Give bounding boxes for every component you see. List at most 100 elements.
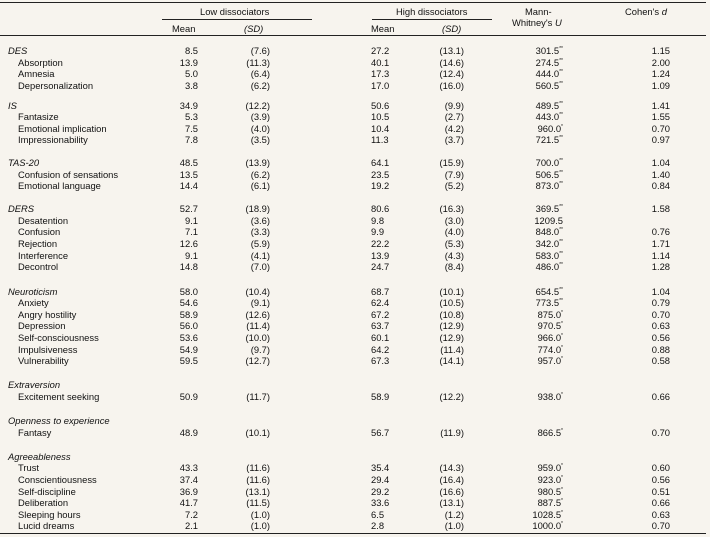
- mann-whitney-u-cell: 957.0*: [513, 355, 563, 367]
- high-mean-cell-text: 24.7: [371, 261, 390, 272]
- low-sd-cell: (6.4): [230, 68, 270, 80]
- high-mean-cell: 67.2: [371, 309, 411, 321]
- low-mean-cell: 48.9: [158, 427, 198, 439]
- mann-whitney-u-cell: 443.0**: [513, 111, 563, 123]
- low-mean-cell: 41.7: [158, 497, 198, 509]
- table-row: Interference 9.1 (4.1) 13.9 (4.3) 583.0** 1.14: [0, 250, 706, 262]
- table-row: Depersonalization 3.8 (6.2) 17.0 (16.0) 560.5…: [0, 80, 706, 92]
- row-label-text: Depersonalization: [18, 80, 94, 91]
- low-mean-cell: 8.5: [158, 45, 198, 57]
- high-sd-cell: (16.4): [424, 474, 465, 486]
- cohens-d-cell: 0.70: [640, 309, 670, 321]
- header-low-dissociators: Low dissociators: [200, 6, 270, 17]
- row-label-text: Agreeableness: [8, 451, 71, 462]
- row-label: Emotional language: [18, 180, 101, 192]
- significance-marker: *: [561, 333, 563, 339]
- low-mean-cell: 54.9: [158, 344, 198, 356]
- low-sd-cell: (5.9): [230, 238, 270, 250]
- high-sd-cell: (16.6): [424, 486, 465, 498]
- mann-whitney-u-cell: 875.0*: [513, 309, 563, 321]
- high-mean-cell: 22.2: [371, 238, 411, 250]
- low-sd-cell-text: (10.4): [245, 286, 271, 297]
- high-mean-cell: 29.4: [371, 474, 411, 486]
- high-mean-cell-text: 67.2: [371, 309, 390, 320]
- high-sd-cell-text: (16.0): [439, 80, 465, 91]
- low-mean-cell-text: 13.5: [179, 169, 198, 180]
- high-sd-cell: (15.9): [424, 157, 465, 169]
- row-label: Depression: [18, 320, 65, 332]
- table-row: Trust 43.3 (11.6) 35.4 (14.3) 959.0* 0.60: [0, 462, 706, 474]
- header-high-sd: (SD): [442, 23, 462, 34]
- mann-whitney-u-cell: 342.0**: [513, 238, 563, 250]
- low-sd-cell: (3.9): [230, 111, 270, 123]
- low-mean-cell-text: 48.9: [179, 427, 198, 438]
- header-mann-whitney-line2: Whitney's U: [512, 17, 562, 28]
- high-sd-cell-text: (1.0): [444, 520, 464, 531]
- low-mean-cell-text: 7.2: [184, 509, 198, 520]
- significance-marker: **: [559, 298, 563, 304]
- high-sd-cell: (14.1): [424, 355, 465, 367]
- significance-marker: **: [559, 287, 563, 293]
- row-label-text: Angry hostility: [18, 309, 77, 320]
- high-sd-cell: (4.3): [424, 250, 464, 262]
- high-sd-cell: (12.4): [424, 68, 465, 80]
- high-mean-cell: 68.7: [371, 286, 411, 298]
- mann-whitney-u-cell-text: 970.5: [537, 320, 562, 331]
- mann-whitney-u-cell-text: 700.0: [535, 157, 560, 168]
- low-sd-cell-text: (5.9): [250, 238, 270, 249]
- high-sd-cell-text: (12.2): [439, 391, 465, 402]
- low-mean-cell-text: 9.1: [184, 250, 198, 261]
- row-label-text: Absorption: [18, 57, 63, 68]
- header-cohens-d: Cohen's d: [625, 6, 667, 17]
- table-row: Decontrol 14.8 (7.0) 24.7 (8.4) 486.0** 1.28: [0, 261, 706, 273]
- cohens-d-cell: 1.15: [640, 45, 670, 57]
- low-sd-cell: (11.7): [230, 391, 270, 403]
- low-mean-cell: 43.3: [158, 462, 198, 474]
- high-sd-cell: (4.0): [424, 226, 464, 238]
- low-sd-cell: (18.9): [230, 203, 271, 215]
- table-row: Fantasy 48.9 (10.1) 56.7 (11.9) 866.5* 0.70: [0, 427, 706, 439]
- mann-whitney-u-cell-text: 443.0: [535, 111, 560, 122]
- high-sd-cell-text: (12.9): [439, 320, 465, 331]
- mann-whitney-u-cell-text: 444.0: [535, 68, 560, 79]
- mann-whitney-u-cell: 970.5*: [513, 320, 563, 332]
- table-row: Self-consciousness 53.6 (10.0) 60.1 (12.9) 96…: [0, 332, 706, 344]
- high-mean-cell: 11.3: [371, 134, 411, 146]
- cohens-d-cell-text: 0.70: [651, 427, 670, 438]
- cohens-d-cell-text: 1.14: [651, 250, 670, 261]
- high-sd-cell: (3.7): [424, 134, 464, 146]
- mann-whitney-u-cell-text: 274.5: [535, 57, 560, 68]
- cohens-d-cell: 1.04: [640, 157, 670, 169]
- mann-whitney-u-cell-text: 960.0: [537, 123, 562, 134]
- high-sd-cell-text: (12.9): [439, 332, 465, 343]
- header-low-mean: Mean: [172, 23, 196, 34]
- low-sd-cell: (6.1): [230, 180, 270, 192]
- mann-whitney-u-cell-text: 959.0: [537, 462, 562, 473]
- high-mean-cell-text: 58.9: [371, 391, 390, 402]
- low-sd-cell-text: (4.0): [250, 123, 270, 134]
- cohens-d-cell: 1.41: [640, 100, 670, 112]
- cohens-d-cell: 0.84: [640, 180, 670, 192]
- high-sd-cell-text: (4.0): [444, 226, 464, 237]
- cohens-d-cell: 0.70: [640, 520, 670, 532]
- cohens-d-cell-text: 0.51: [651, 486, 670, 497]
- high-sd-cell-text: (16.4): [439, 474, 465, 485]
- cohens-d-cell: 0.88: [640, 344, 670, 356]
- low-mean-cell: 56.0: [158, 320, 198, 332]
- low-mean-cell-text: 7.8: [184, 134, 198, 145]
- row-label: Excitement seeking: [18, 391, 99, 403]
- high-mean-cell-text: 2.8: [371, 520, 385, 531]
- low-sd-cell-text: (1.0): [250, 520, 270, 531]
- low-mean-cell-text: 12.6: [179, 238, 198, 249]
- mann-whitney-u-cell: 923.0*: [513, 474, 563, 486]
- row-label-text: DES: [8, 45, 28, 56]
- high-mean-cell: 56.7: [371, 427, 411, 439]
- row-label: Emotional implication: [18, 123, 107, 135]
- high-mean-cell: 40.1: [371, 57, 411, 69]
- high-sd-cell: (3.0): [424, 215, 464, 227]
- high-mean-cell-text: 27.2: [371, 45, 390, 56]
- high-mean-cell-text: 56.7: [371, 427, 390, 438]
- high-mean-cell: 10.5: [371, 111, 411, 123]
- low-sd-cell: (12.6): [230, 309, 271, 321]
- high-sd-cell: (14.3): [424, 462, 465, 474]
